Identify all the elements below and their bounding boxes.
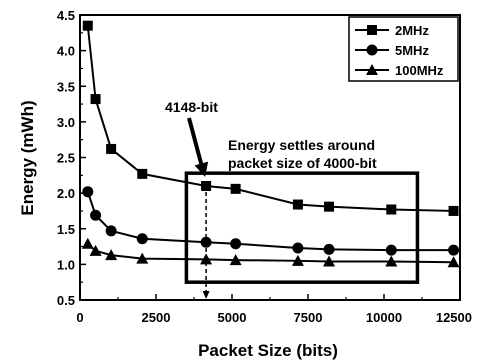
legend-label: 100MHz: [395, 63, 444, 78]
data-point: [448, 244, 460, 256]
series-5MHz: [82, 186, 460, 256]
legend-label: 5MHz: [395, 43, 429, 58]
data-point: [385, 244, 397, 256]
data-point: [323, 243, 335, 255]
settle-box: [184, 171, 420, 284]
data-point: [105, 225, 117, 237]
data-point: [82, 186, 94, 198]
x-tick-label: 5000: [218, 310, 247, 325]
x-tick-label: 12500: [436, 310, 472, 325]
data-point: [136, 233, 148, 245]
x-tick-label: 0: [76, 310, 83, 325]
box-label-line-1: Energy settles around: [228, 137, 375, 153]
y-tick-label: 3.0: [57, 115, 75, 130]
series-line: [87, 242, 454, 264]
series-100MHz: [81, 237, 460, 268]
data-point: [385, 255, 398, 267]
x-tick-label: 10000: [366, 310, 402, 325]
data-point: [386, 204, 397, 215]
point-label: 4148-bit: [165, 99, 218, 115]
data-point: [292, 242, 304, 254]
data-point: [291, 254, 304, 266]
data-point: [136, 252, 149, 264]
legend: 2MHz 5MHz 100MHz: [348, 16, 459, 82]
data-point: [137, 168, 148, 179]
data-point: [230, 183, 241, 194]
data-point: [89, 244, 102, 256]
y-tick-label: 0.5: [57, 293, 75, 308]
pointer-arrowhead: [194, 161, 209, 177]
y-tick-label: 1.5: [57, 222, 75, 237]
y-tick-label: 3.5: [57, 79, 75, 94]
y-tick-label: 1.0: [57, 257, 75, 272]
data-point: [447, 256, 460, 268]
y-axis-title: Energy (mWh): [18, 100, 37, 215]
data-point: [82, 20, 93, 31]
x-tick-label: 7500: [294, 310, 323, 325]
axes: 0.5 1.0 1.5 2.0 2.5 3.0 3.5 4.0 4.5 0 2500 5000 7500…: [57, 8, 472, 325]
pointer-arrow: [187, 117, 206, 172]
data-point: [324, 201, 335, 212]
legend-marker: [366, 64, 378, 75]
y-tick-label: 2.5: [57, 151, 75, 166]
data-point: [90, 94, 101, 105]
guide-arrowhead: [202, 291, 210, 299]
y-tick-label: 4.0: [57, 44, 75, 59]
legend-marker: [366, 44, 378, 56]
data-point: [230, 238, 242, 250]
data-point: [201, 181, 212, 191]
data-point: [105, 249, 118, 261]
data-point: [292, 199, 303, 210]
y-tick-label: 2.0: [57, 186, 75, 201]
y-tick-label: 4.5: [57, 8, 75, 23]
legend-label: 2MHz: [395, 23, 429, 38]
data-point: [106, 143, 117, 154]
x-axis-title: Packet Size (bits): [198, 341, 338, 360]
data-point: [81, 237, 94, 249]
series-line: [86, 191, 454, 252]
series-line: [86, 25, 454, 212]
data-point: [323, 255, 336, 267]
x-tick-label: 2500: [142, 310, 171, 325]
data-point: [200, 236, 212, 248]
series-layer: [81, 20, 460, 268]
data-point: [90, 209, 102, 221]
annotations: 4148-bit Energy settles around packet size…: [165, 99, 420, 299]
data-point: [200, 253, 213, 265]
data-point: [229, 254, 242, 266]
legend-marker: [367, 25, 377, 35]
box-label-line-2: packet size of 4000-bit: [228, 155, 377, 171]
data-point: [448, 205, 459, 216]
series-2MHz: [82, 20, 459, 216]
